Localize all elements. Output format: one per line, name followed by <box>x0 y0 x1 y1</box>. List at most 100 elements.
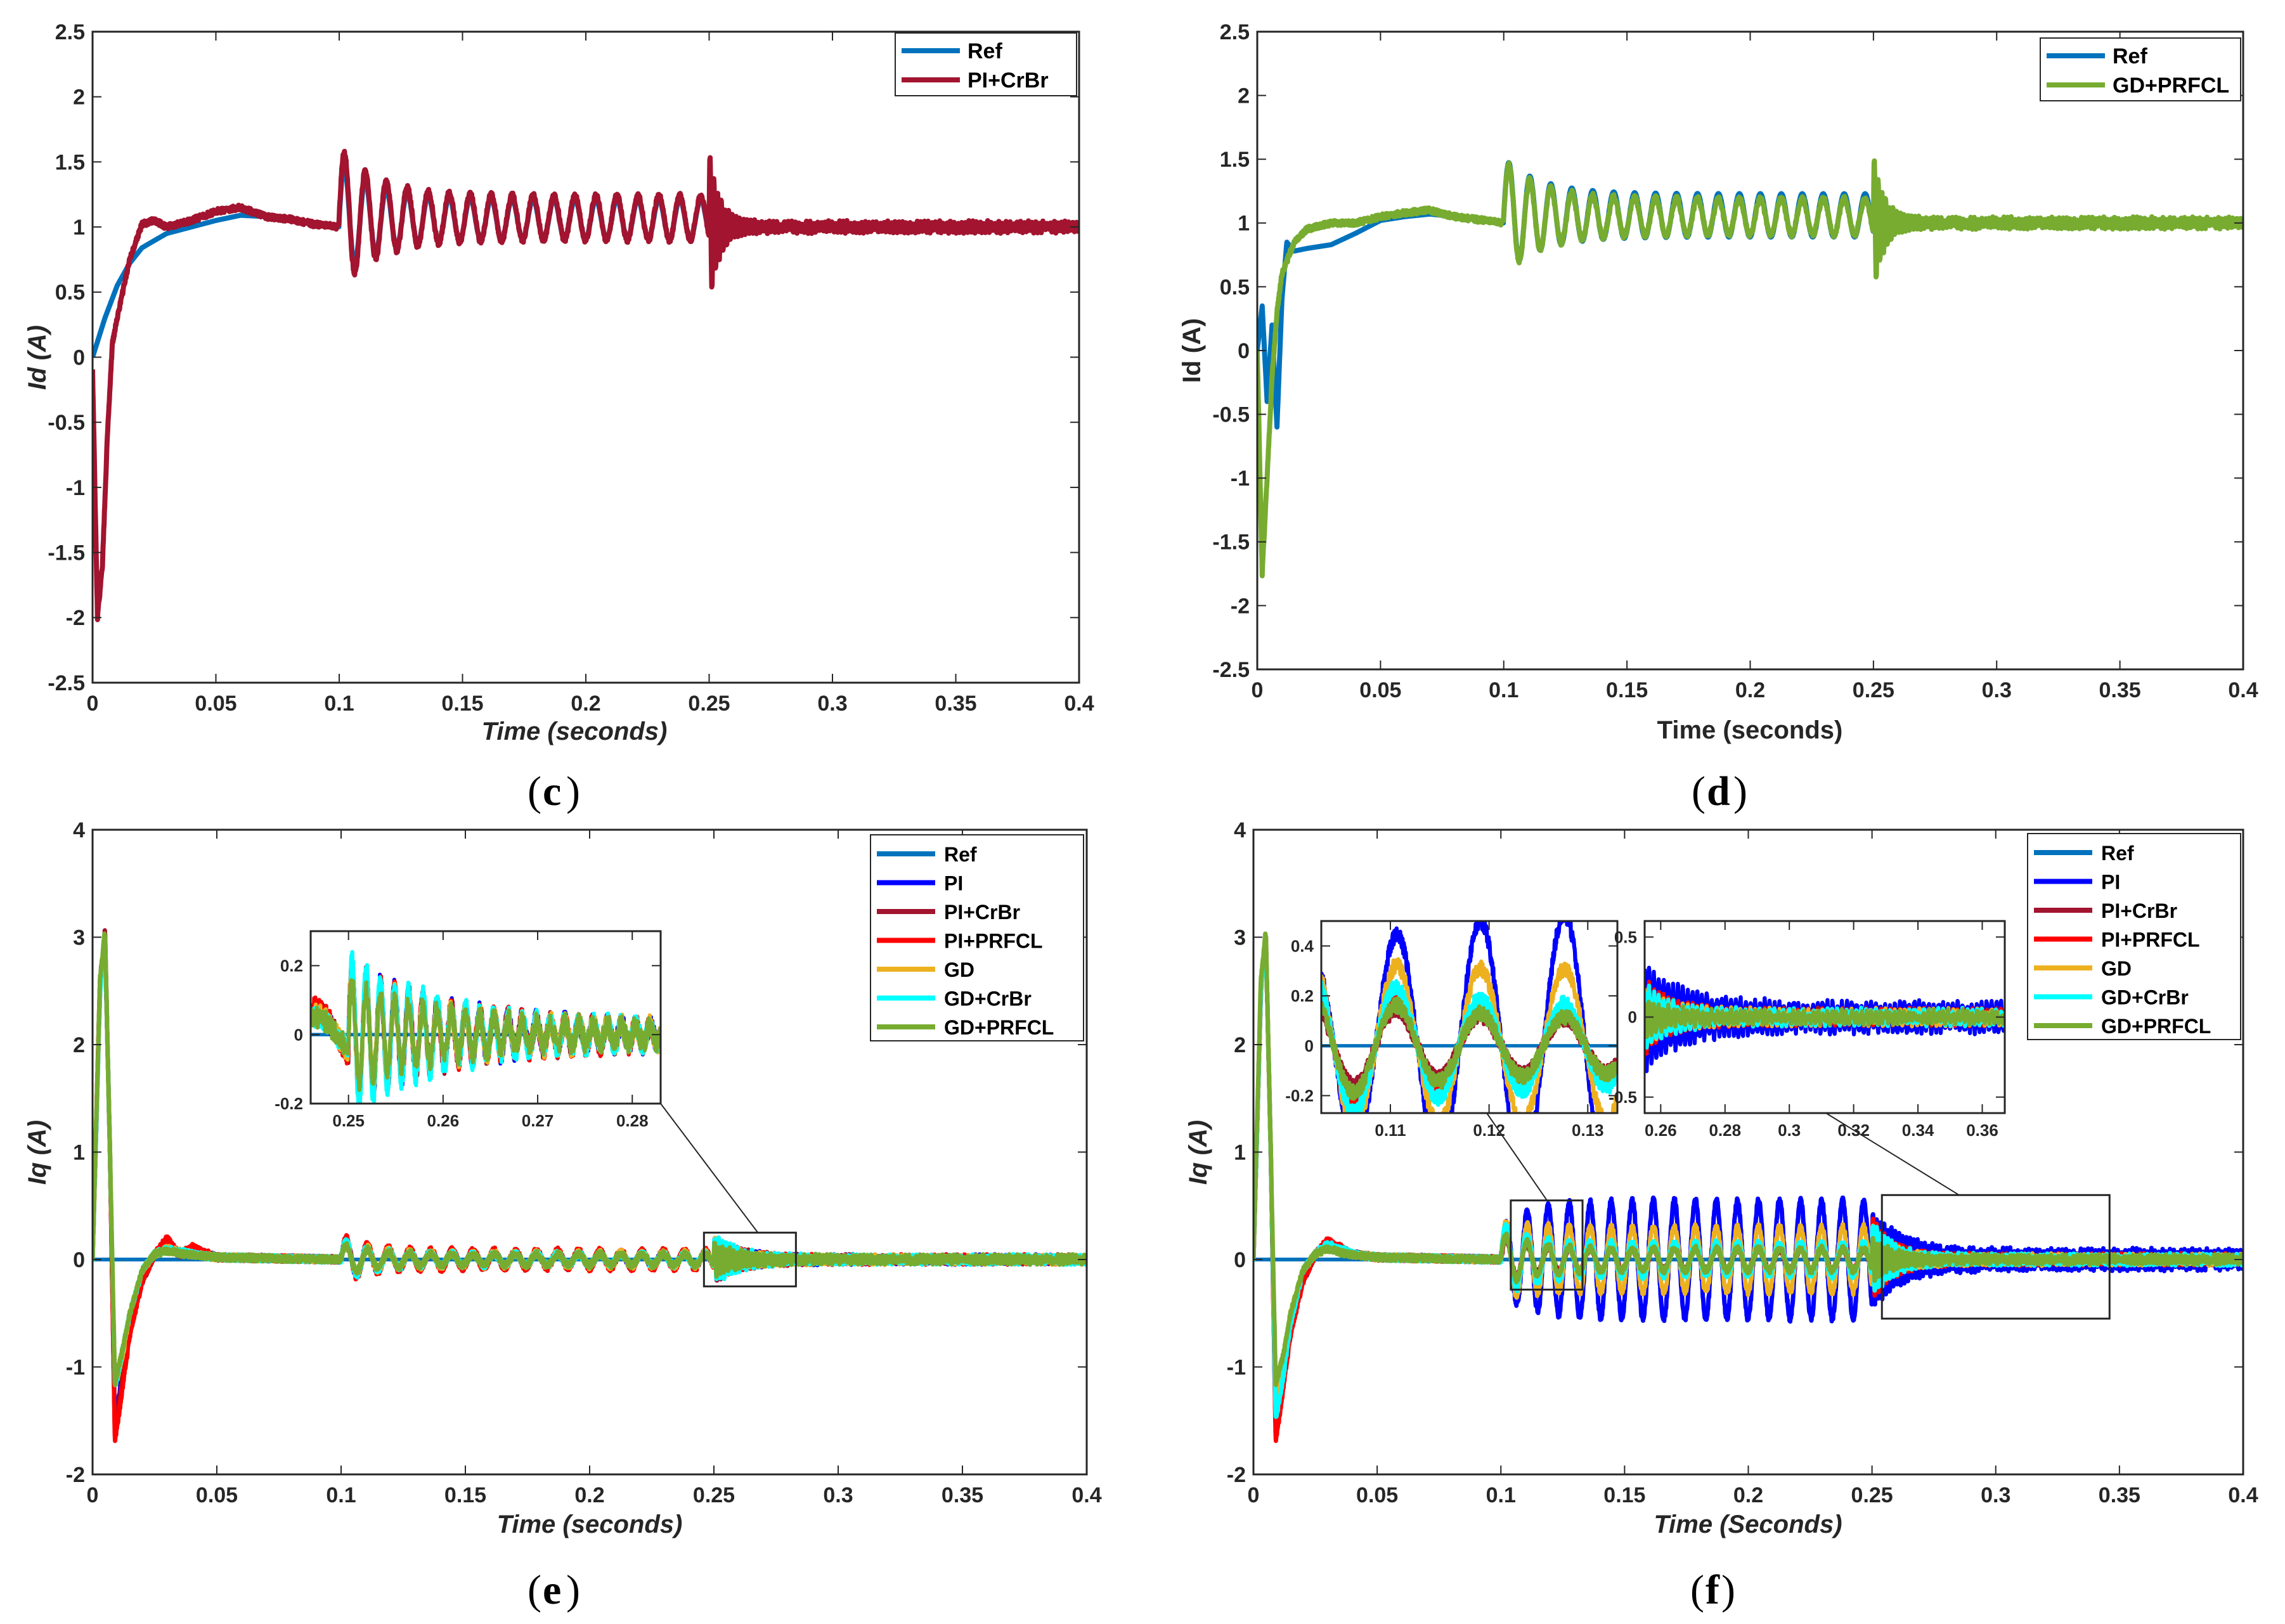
inset-y-tick-labels: -0.2 0 0.2 0.4 <box>1285 936 1314 1105</box>
x-tick-label: 0.26 <box>427 1111 460 1130</box>
y-tick-label: 2 <box>73 86 85 110</box>
y-tick-label: -2 <box>66 1463 85 1487</box>
legend-label-pi-crbr: PI+CrBr <box>2101 899 2177 922</box>
x-tick-label: 0.4 <box>2228 1483 2258 1507</box>
panel-caption: ( c ) <box>528 768 580 815</box>
x-tick-label: 0 <box>87 1483 99 1507</box>
zoom-connector-2 <box>1825 1112 1960 1196</box>
x-axis-tick-labels: 0 0.05 0.1 0.15 0.2 0.25 0.3 0.35 0.4 <box>87 1483 1102 1507</box>
x-tick-label: 0.05 <box>1356 1483 1398 1507</box>
y-axis-label: Iq (A) <box>23 1120 51 1185</box>
legend-label-pi-prfcl: PI+PRFCL <box>2101 929 2200 951</box>
x-tick-label: 0.4 <box>2228 678 2258 702</box>
svg-text:): ) <box>1733 768 1747 815</box>
plot-frame <box>91 30 1080 684</box>
legend-label-ref: Ref <box>944 843 977 866</box>
x-tick-label: 0.2 <box>1735 678 1765 702</box>
caption-letter: f <box>1706 1567 1720 1613</box>
x-tick-label: 0.05 <box>196 1483 238 1507</box>
y-tick-label: 0 <box>1238 339 1250 363</box>
x-tick-label: 0.34 <box>1902 1121 1934 1140</box>
x-tick-label: 0.1 <box>326 1483 356 1507</box>
x-tick-label: 0.11 <box>1375 1121 1406 1140</box>
inset-y-tick-labels: -0.5 0 0.5 <box>1609 927 1637 1107</box>
x-tick-label: 0.36 <box>1966 1121 1998 1140</box>
legend-box <box>2040 37 2241 101</box>
legend-label-gd-prfcl: GD+PRFCL <box>2113 74 2229 98</box>
x-tick-label: 0.2 <box>1733 1483 1763 1507</box>
y-tick-label: 0.5 <box>1614 927 1637 946</box>
x-axis-label: Time (seconds) <box>1657 716 1843 744</box>
x-tick-label: 0.15 <box>1603 1483 1645 1507</box>
x-tick-label: 0.25 <box>332 1111 365 1130</box>
svg-text:): ) <box>566 768 580 815</box>
x-tick-label: 0.35 <box>2099 678 2141 702</box>
x-axis-label: Time (Seconds) <box>1654 1511 1842 1538</box>
x-axis-tick-labels: 0 0.05 0.1 0.15 0.2 0.25 0.3 0.35 0.4 <box>1248 1483 2258 1507</box>
series-lines <box>1257 158 2243 579</box>
x-tick-label: 0.13 <box>1572 1121 1604 1140</box>
y-axis-tick-labels: -2.5 -2 -1.5 -1 -0.5 0 0.5 1 1.5 2 2.5 <box>48 20 85 695</box>
x-tick-label: 0 <box>87 692 99 716</box>
y-tick-label: -0.2 <box>1285 1086 1314 1105</box>
x-tick-label: 0.25 <box>1851 1483 1893 1507</box>
x-tick-label: 0.3 <box>1982 678 2012 702</box>
x-tick-label: 0.27 <box>522 1111 554 1130</box>
x-tick-label: 0.25 <box>693 1483 735 1507</box>
inset-frame <box>1320 920 1619 1114</box>
y-tick-label: -2.5 <box>1212 658 1250 682</box>
legend-label-pi-prfcl: PI+PRFCL <box>944 930 1043 953</box>
x-tick-label: 0.4 <box>1071 1483 1101 1507</box>
x-tick-label: 0.1 <box>1486 1483 1516 1507</box>
y-tick-label: 2.5 <box>55 20 85 44</box>
x-tick-label: 0.05 <box>195 692 236 716</box>
inset-ticks <box>311 931 661 1104</box>
panel-d: -2.5 -2 -1.5 -1 -0.5 0 0.5 1 1.5 2 2.5 0 0.05 0.1 0.1… <box>1178 20 2258 815</box>
zoom-connector-1 <box>1486 1112 1548 1201</box>
legend-label-pi: PI <box>2101 871 2120 894</box>
series-line-ref <box>93 163 1079 359</box>
x-tick-label: 0.12 <box>1473 1121 1505 1140</box>
x-tick-label: 0.3 <box>823 1483 853 1507</box>
inset-ticks <box>1321 921 1617 1113</box>
series-line-gd-prfcl <box>1253 931 2243 1388</box>
y-tick-label: 0 <box>1628 1008 1637 1027</box>
legend-label-ref: Ref <box>2113 44 2147 68</box>
y-tick-label: 0 <box>294 1025 303 1044</box>
legend: Ref PI PI+CrBr PI+PRFCL GD GD+CrBr GD+PRFCL <box>870 834 1084 1041</box>
series-line-gd-prfcl <box>1257 158 2243 579</box>
x-tick-label: 0.05 <box>1359 678 1401 702</box>
axis-ticks <box>92 31 1080 683</box>
y-tick-label: -0.5 <box>1609 1088 1637 1107</box>
y-tick-label: -2 <box>66 606 85 630</box>
x-tick-label: 0.35 <box>942 1483 983 1507</box>
svg-text:(: ( <box>1690 1567 1704 1613</box>
axis-ticks <box>1257 31 2244 670</box>
y-tick-label: 4 <box>1234 818 1246 842</box>
x-tick-label: 0.32 <box>1837 1121 1870 1140</box>
series-lines <box>93 928 1087 1443</box>
y-tick-label: 0 <box>1305 1036 1314 1055</box>
y-tick-label: 1.5 <box>55 150 85 174</box>
legend-label-pi-crbr: PI+CrBr <box>968 68 1049 93</box>
svg-text:(: ( <box>1692 768 1706 815</box>
panel-caption: ( f ) <box>1690 1567 1735 1613</box>
x-axis-tick-labels: 0 0.05 0.1 0.15 0.2 0.25 0.3 0.35 0.4 <box>87 692 1094 716</box>
x-tick-label: 0.25 <box>1853 678 1894 702</box>
caption-letter: c <box>543 768 561 815</box>
zoom-regions <box>1486 1112 2111 1320</box>
y-tick-label: -1.5 <box>1212 531 1250 555</box>
legend-label-gd: GD <box>944 958 974 981</box>
legend-label-ref: Ref <box>968 39 1002 63</box>
inset-series <box>1645 965 2005 1073</box>
x-tick-label: 0.28 <box>1709 1121 1741 1140</box>
x-tick-label: 0.1 <box>1489 678 1518 702</box>
y-axis-label: Iq (A) <box>1184 1120 1212 1185</box>
y-tick-label: 1 <box>73 1140 85 1164</box>
y-tick-label: -1.5 <box>48 541 85 565</box>
legend-label-gd-crbr: GD+CrBr <box>2101 986 2189 1009</box>
y-tick-label: 2 <box>1238 84 1250 108</box>
inset-frame <box>309 930 662 1105</box>
